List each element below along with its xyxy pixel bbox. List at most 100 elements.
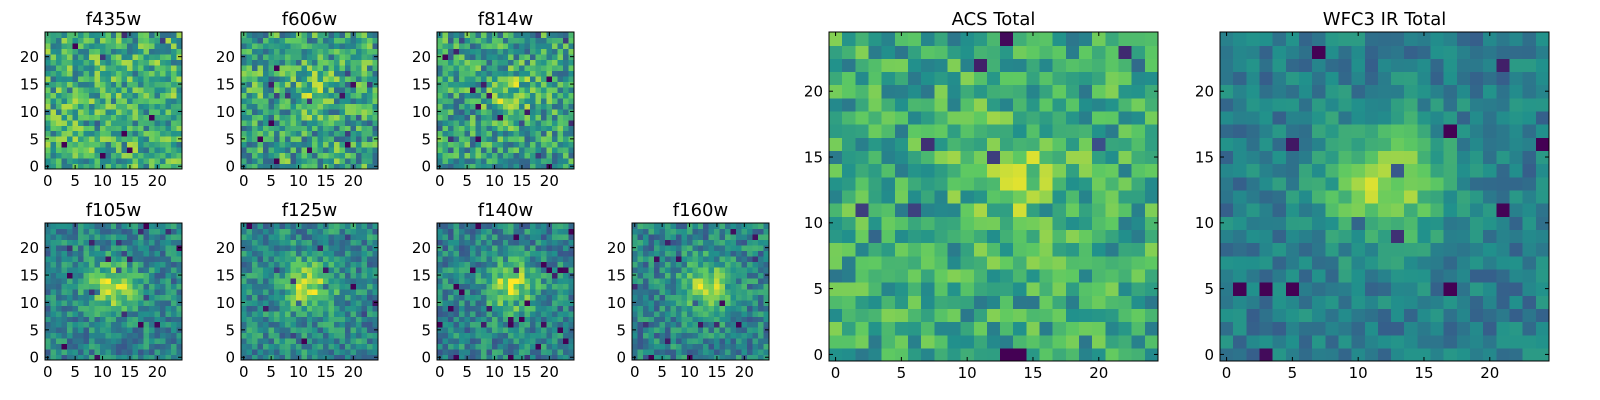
- heatmap-cell: [530, 81, 537, 88]
- heatmap-cell: [464, 316, 471, 323]
- heatmap-cell: [497, 130, 504, 137]
- heatmap-cell: [563, 277, 570, 284]
- heatmap-cell: [497, 294, 504, 301]
- heatmap-cell: [1079, 255, 1093, 270]
- heatmap-cell: [469, 338, 476, 345]
- heatmap-cell: [105, 332, 112, 339]
- heatmap-cell: [947, 295, 962, 309]
- heatmap-cell: [442, 125, 449, 132]
- heatmap-cell: [127, 86, 134, 93]
- heatmap-cell: [50, 86, 57, 93]
- heatmap-cell: [116, 332, 123, 339]
- heatmap-cell: [334, 343, 341, 350]
- heatmap-cell: [367, 338, 374, 345]
- heatmap-cell: [317, 228, 324, 235]
- heatmap-cell: [546, 343, 553, 350]
- heatmap-cell: [752, 354, 759, 361]
- heatmap-cell: [290, 305, 297, 312]
- heatmap-cell: [1131, 347, 1146, 362]
- heatmap-cell: [686, 321, 693, 328]
- heatmap-cell: [464, 272, 471, 279]
- heatmap-cell: [279, 294, 286, 301]
- heatmap-cell: [262, 255, 269, 262]
- heatmap-cell: [480, 343, 487, 350]
- heatmap-cell: [160, 272, 167, 279]
- heatmap-cell: [453, 125, 460, 132]
- heatmap-cell: [947, 347, 962, 362]
- heatmap-cell: [110, 158, 117, 165]
- heatmap-cell: [464, 310, 471, 317]
- heatmap-cell: [675, 294, 682, 301]
- heatmap-cell: [502, 119, 509, 126]
- heatmap-cell: [372, 228, 379, 235]
- heatmap-cell: [246, 244, 253, 251]
- heatmap-cell: [960, 229, 975, 244]
- heatmap-cell: [557, 32, 564, 39]
- heatmap-cell: [475, 316, 482, 323]
- heatmap-cell: [552, 75, 559, 82]
- y-tick-label: 10: [216, 294, 235, 312]
- heatmap-cell: [535, 310, 542, 317]
- heatmap-cell: [535, 250, 542, 257]
- heatmap-cell: [72, 349, 79, 356]
- heatmap-cell: [154, 338, 161, 345]
- heatmap-cell: [842, 255, 856, 270]
- heatmap-cell: [257, 136, 264, 143]
- heatmap-cell: [513, 272, 520, 279]
- heatmap-cell: [121, 32, 128, 39]
- heatmap-cell: [77, 228, 84, 235]
- heatmap-cell: [45, 250, 52, 257]
- heatmap-cell: [447, 294, 455, 301]
- heatmap-cell: [453, 349, 460, 356]
- heatmap-cell: [268, 152, 275, 159]
- heatmap-cell: [894, 216, 909, 230]
- heatmap-cell: [339, 70, 346, 77]
- heatmap-cell: [513, 75, 520, 82]
- heatmap-cell: [350, 250, 357, 257]
- heatmap-cell: [339, 321, 346, 328]
- heatmap-cell: [312, 299, 319, 306]
- heatmap-cell: [83, 338, 90, 345]
- heatmap-cell: [491, 321, 498, 328]
- heatmap-cell: [72, 316, 79, 323]
- heatmap-cell: [725, 316, 732, 323]
- heatmap-cell: [94, 338, 101, 345]
- heatmap-cell: [469, 228, 476, 235]
- heatmap-cell: [442, 255, 449, 262]
- heatmap-cell: [334, 42, 341, 50]
- heatmap-cell: [719, 228, 726, 235]
- heatmap-cell: [530, 343, 537, 350]
- heatmap-cell: [116, 37, 123, 44]
- heatmap-cell: [703, 244, 710, 251]
- heatmap-cell: [317, 239, 324, 246]
- heatmap-cell: [686, 272, 693, 279]
- heatmap-cell: [469, 64, 476, 71]
- heatmap-cell: [842, 229, 856, 244]
- heatmap-cell: [469, 147, 476, 154]
- heatmap-cell: [127, 81, 134, 88]
- heatmap-cell: [127, 343, 134, 350]
- heatmap-cell: [480, 283, 487, 290]
- heatmap-cell: [61, 283, 68, 290]
- heatmap-cell: [1079, 189, 1093, 204]
- heatmap-cell: [502, 163, 509, 170]
- heatmap-cell: [491, 277, 498, 284]
- heatmap-cell: [894, 150, 909, 165]
- heatmap-cell: [1000, 216, 1014, 230]
- heatmap-cell: [568, 233, 575, 241]
- heatmap-cell: [99, 108, 106, 115]
- heatmap-cell: [83, 283, 90, 290]
- heatmap-cell: [730, 244, 737, 251]
- heatmap-cell: [714, 239, 721, 246]
- heatmap-cell: [502, 114, 509, 121]
- heatmap-cell: [88, 163, 95, 170]
- heatmap-cell: [541, 86, 548, 93]
- heatmap-cell: [670, 266, 677, 273]
- heatmap-cell: [171, 53, 178, 60]
- heatmap-cell: [502, 228, 509, 235]
- heatmap-cell: [268, 239, 275, 246]
- heatmap-cell: [1092, 334, 1106, 349]
- heatmap-cell: [77, 233, 84, 241]
- heatmap-cell: [535, 316, 542, 323]
- heatmap-cell: [747, 250, 754, 257]
